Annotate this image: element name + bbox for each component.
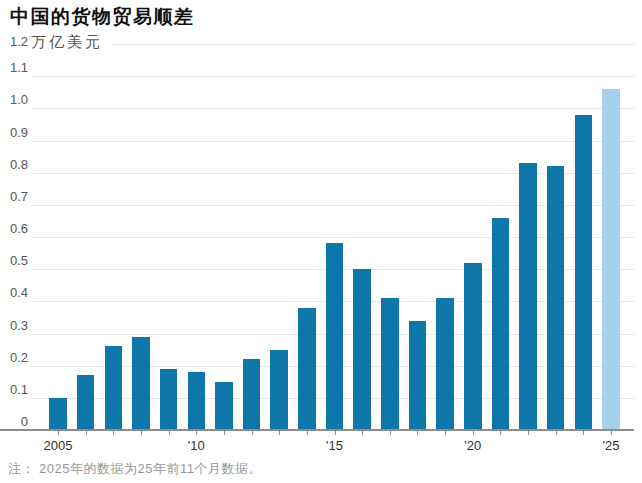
bar-2011[interactable] — [215, 382, 233, 430]
y-axis-tick-label: 0.7 — [0, 189, 28, 204]
x-axis-tick — [528, 431, 529, 435]
y-axis-top-tick-label: 1.2 — [0, 34, 28, 49]
y-axis-unit-label: 万亿美元 — [31, 33, 103, 52]
footnote: 注： 2025年的数据为25年前11个月数据。 — [8, 460, 262, 478]
gridline — [32, 108, 634, 109]
bar-2020[interactable] — [464, 263, 482, 430]
bar-2019[interactable] — [436, 298, 454, 430]
chart-page: 中国的货物贸易顺差 1.2 万亿美元 0 0.1 0.2 0.3 0.4 0.5 0.6 0.… — [0, 0, 642, 483]
x-axis-tick — [445, 431, 446, 435]
gridline — [32, 141, 634, 142]
x-axis-tick — [196, 431, 197, 435]
bar-2021[interactable] — [492, 218, 510, 430]
x-axis-tick — [279, 431, 280, 435]
bar-2014[interactable] — [298, 308, 316, 430]
bar-2015[interactable] — [326, 243, 344, 430]
y-axis-tick-label: 1.1 — [0, 60, 28, 75]
bar-2016[interactable] — [353, 269, 371, 430]
y-axis-tick-label: 0.4 — [0, 285, 28, 300]
x-axis-tick — [86, 431, 87, 435]
y-axis-tick-label: 1.0 — [0, 92, 28, 107]
gridline — [32, 173, 634, 174]
bar-2025[interactable] — [602, 89, 620, 430]
x-axis-tick — [169, 431, 170, 435]
x-axis-tick — [335, 431, 336, 435]
x-axis-tick — [500, 431, 501, 435]
bar-2007[interactable] — [105, 346, 123, 430]
bar-2017[interactable] — [381, 298, 399, 430]
x-axis-tick — [58, 431, 59, 435]
bar-2012[interactable] — [243, 359, 261, 430]
bar-2023[interactable] — [547, 166, 565, 430]
y-axis-tick-label: 0.9 — [0, 125, 28, 140]
bar-2010[interactable] — [188, 372, 206, 430]
bar-2005[interactable] — [49, 398, 67, 430]
bar-2024[interactable] — [575, 115, 593, 430]
y-axis-tick-label: 0 — [0, 414, 28, 429]
page-title: 中国的货物贸易顺差 — [10, 4, 195, 30]
x-axis-tick-label: '25 — [581, 438, 641, 453]
x-axis-tick-label: '15 — [305, 438, 365, 453]
x-axis-line — [0, 429, 634, 431]
x-axis-tick — [307, 431, 308, 435]
x-axis-tick-label: 2005 — [28, 438, 88, 453]
gridline — [112, 44, 634, 45]
y-axis-tick-label: 0.3 — [0, 318, 28, 333]
x-axis-tick-label: '20 — [443, 438, 503, 453]
x-axis-tick — [473, 431, 474, 435]
bar-2009[interactable] — [160, 369, 178, 430]
x-axis-tick — [583, 431, 584, 435]
x-axis-tick — [390, 431, 391, 435]
x-axis-tick-label: '10 — [166, 438, 226, 453]
y-axis-tick-label: 0.1 — [0, 382, 28, 397]
bar-2018[interactable] — [409, 321, 427, 430]
y-axis-tick-label: 0.8 — [0, 157, 28, 172]
gridline — [32, 237, 634, 238]
y-axis-tick-label: 0.6 — [0, 221, 28, 236]
x-axis-tick — [611, 431, 612, 435]
gridline — [32, 76, 634, 77]
x-axis-tick — [113, 431, 114, 435]
y-axis-tick-label: 0.2 — [0, 350, 28, 365]
x-axis-tick — [556, 431, 557, 435]
bar-2013[interactable] — [270, 350, 288, 430]
x-axis-tick — [417, 431, 418, 435]
bar-2006[interactable] — [77, 375, 95, 430]
x-axis-tick — [252, 431, 253, 435]
bar-2008[interactable] — [132, 337, 150, 430]
y-axis-tick-label: 0.5 — [0, 253, 28, 268]
x-axis-tick — [362, 431, 363, 435]
x-axis-tick — [224, 431, 225, 435]
bar-2022[interactable] — [519, 163, 537, 430]
x-axis-tick — [141, 431, 142, 435]
gridline — [32, 205, 634, 206]
